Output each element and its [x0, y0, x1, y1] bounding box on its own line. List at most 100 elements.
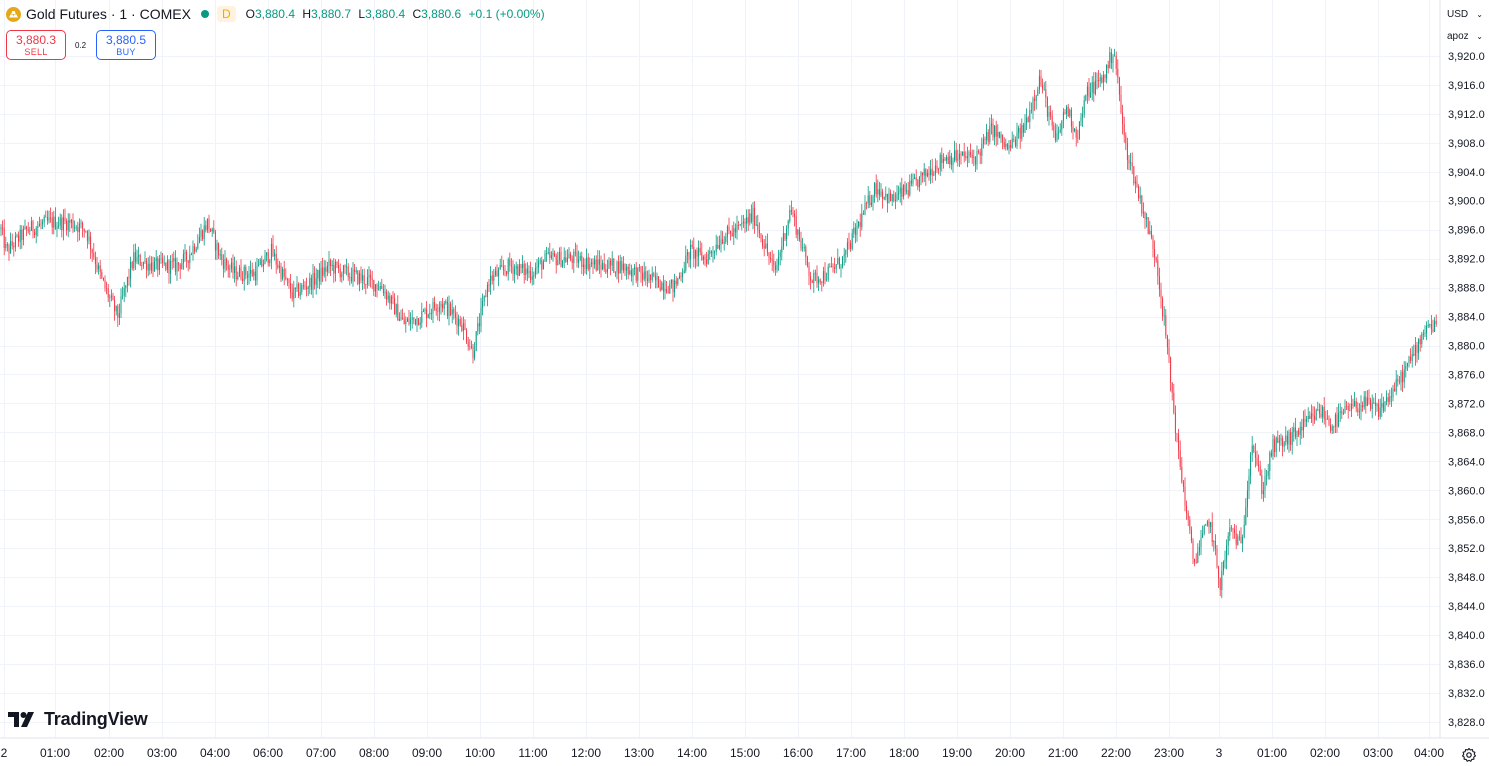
time-tick-label: 12:00 — [571, 746, 601, 760]
candle-body — [1032, 98, 1034, 111]
candle — [1155, 256, 1157, 263]
candle — [269, 258, 271, 267]
candle-body — [1405, 365, 1407, 370]
candle-body — [8, 245, 10, 253]
candle — [739, 224, 741, 227]
candle-body — [125, 285, 127, 289]
candle-body — [499, 265, 501, 270]
candle-body — [731, 233, 733, 237]
currency-selector[interactable]: USD ⌄ — [1443, 5, 1485, 25]
candle — [133, 244, 135, 271]
tradingview-logo[interactable]: TradingView — [8, 709, 148, 730]
symbol-title[interactable]: Gold Futures · 1 · COMEX — [26, 6, 191, 22]
candle-body — [1106, 64, 1108, 79]
time-tick-label: 09:00 — [412, 746, 442, 760]
candle-body — [358, 273, 360, 284]
candle-body — [299, 291, 301, 296]
candle — [1317, 401, 1319, 412]
candle-body — [994, 125, 996, 138]
candle — [48, 210, 50, 224]
candle — [760, 233, 762, 243]
candle — [1038, 69, 1040, 94]
candle-body — [1402, 371, 1404, 383]
candle-body — [266, 252, 268, 256]
candle-body — [51, 217, 53, 228]
candle-body — [1307, 415, 1309, 420]
candle-body — [229, 268, 231, 270]
candle — [416, 316, 418, 332]
candle — [1320, 404, 1322, 419]
candle-body — [514, 268, 516, 274]
candle-body — [555, 255, 557, 266]
candle — [861, 203, 863, 231]
candle — [1378, 399, 1380, 421]
candle-body — [347, 266, 349, 277]
candle-body — [1294, 427, 1296, 437]
candle-body — [971, 154, 973, 158]
candle-body — [728, 226, 730, 231]
candle-body — [950, 155, 952, 165]
unit-selector[interactable]: apoz ⌄ — [1443, 27, 1485, 47]
market-status-dot[interactable] — [200, 10, 209, 18]
candle-body — [205, 225, 207, 231]
candle-body — [464, 323, 466, 330]
candle-body — [1125, 135, 1127, 144]
candle-body — [530, 270, 532, 280]
candle — [992, 118, 994, 141]
candle-body — [461, 325, 463, 331]
candle-body — [283, 269, 285, 277]
timeframe-badge[interactable]: D — [216, 6, 236, 22]
candle — [198, 227, 200, 244]
candle-body — [126, 276, 128, 286]
candle-body — [1232, 528, 1234, 530]
candle — [515, 261, 517, 276]
candle-body — [77, 227, 79, 233]
candle-body — [1384, 401, 1386, 411]
sell-button[interactable]: 3,880.3 SELL — [6, 30, 66, 60]
candle — [1136, 175, 1138, 188]
candle — [774, 261, 776, 276]
candle — [566, 249, 568, 265]
candle-body — [1387, 397, 1389, 402]
candle-body — [990, 123, 992, 127]
candle-body — [642, 273, 644, 280]
candle-body — [1080, 116, 1082, 122]
candle-body — [35, 228, 37, 236]
price-axis: 3,828.03,832.03,836.03,840.03,844.03,848… — [1448, 51, 1485, 729]
candle — [334, 259, 336, 282]
candle-body — [1272, 439, 1274, 456]
candle-body — [362, 275, 364, 281]
candle-body — [917, 180, 919, 188]
candle — [541, 256, 543, 279]
candle — [552, 248, 554, 262]
candle — [1080, 112, 1082, 127]
candle-body — [1413, 353, 1415, 356]
candle-body — [1219, 578, 1221, 590]
candle — [322, 257, 324, 283]
candle-body — [1194, 558, 1196, 563]
buy-button[interactable]: 3,880.5 BUY — [96, 30, 156, 60]
candle-body — [814, 272, 816, 274]
candle-body — [907, 190, 909, 196]
candlestick-series — [0, 46, 1437, 599]
candle — [506, 270, 508, 277]
candle-body — [1317, 409, 1319, 411]
candle — [374, 284, 376, 297]
candle — [278, 260, 280, 274]
candle — [144, 251, 146, 264]
candle — [235, 260, 237, 287]
gear-icon[interactable] — [1461, 747, 1477, 763]
candle-body — [1344, 405, 1346, 414]
candle-body — [973, 157, 975, 158]
candle-body — [446, 301, 448, 317]
candle — [582, 257, 584, 276]
candle-body — [768, 252, 770, 258]
candle — [1205, 523, 1207, 526]
candle-body — [813, 272, 815, 284]
candle-body — [883, 196, 885, 199]
candle-body — [144, 260, 146, 263]
candle — [419, 317, 421, 330]
candle — [579, 252, 581, 262]
candle — [486, 281, 488, 307]
